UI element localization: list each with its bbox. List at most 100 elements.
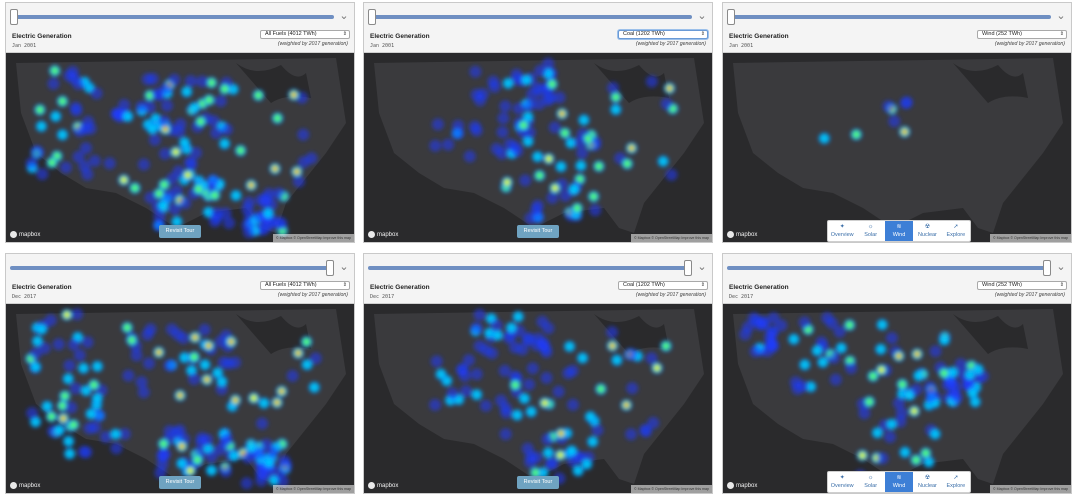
slider-track[interactable]	[368, 266, 692, 270]
heat-spot	[626, 382, 639, 395]
heat-spot	[196, 75, 209, 88]
heat-spot	[897, 354, 901, 358]
fuel-select[interactable]: Wind (252 TWh) ⇕	[977, 30, 1067, 39]
mapbox-logo[interactable]: mapbox	[727, 482, 757, 489]
heat-spot	[903, 130, 907, 134]
heat-spot	[940, 369, 948, 377]
tour-nav: ✦ Overview ☼ Solar ≋ Wind ☢ Nuclear ➚ Explor…	[827, 471, 971, 493]
chevron-down-icon[interactable]: ⌄	[697, 261, 707, 273]
mapbox-logo[interactable]: mapbox	[727, 231, 757, 238]
map-attribution[interactable]: © Mapbox © OpenStreetMap Improve this ma…	[272, 485, 354, 493]
heatmap-map[interactable]	[6, 3, 355, 243]
mapbox-icon	[727, 482, 734, 489]
time-slider[interactable]	[368, 8, 692, 26]
tour-item-solar[interactable]: ☼ Solar	[856, 221, 884, 241]
slider-track[interactable]	[727, 15, 1051, 19]
chevron-down-icon[interactable]: ⌄	[697, 10, 707, 22]
time-slider[interactable]	[368, 259, 692, 277]
heat-spot	[513, 311, 524, 322]
heat-spot	[273, 167, 277, 171]
heat-spot	[50, 111, 61, 122]
slider-handle[interactable]	[1043, 260, 1051, 276]
fuel-select[interactable]: Wind (252 TWh) ⇕	[977, 281, 1067, 290]
heat-spot	[110, 107, 123, 120]
select-arrows-icon: ⇕	[1059, 282, 1064, 288]
time-slider[interactable]	[727, 8, 1051, 26]
heatmap-map[interactable]	[723, 3, 1072, 243]
heat-spot	[297, 128, 310, 141]
map-attribution[interactable]: © Mapbox © OpenStreetMap Improve this ma…	[272, 234, 354, 242]
fuel-select[interactable]: All Fuels (4012 TWh) ⇕	[260, 30, 350, 39]
heat-spot	[80, 142, 92, 155]
heat-spot	[624, 403, 628, 407]
mapbox-icon	[368, 231, 375, 238]
tour-nav: ✦ Overview ☼ Solar ≋ Wind ☢ Nuclear ➚ Explor…	[827, 220, 971, 242]
chevron-down-icon[interactable]: ⌄	[339, 10, 349, 22]
control-panel: ⌄ Electric Generation Dec 2017 Wind (252…	[723, 254, 1071, 304]
tour-item-wind[interactable]: ≋ Wind	[884, 221, 914, 241]
tour-item-overview[interactable]: ✦ Overview	[828, 221, 856, 241]
heat-spot	[158, 200, 168, 211]
fuel-select[interactable]: Coal (1202 TWh) ⇕	[618, 281, 708, 290]
heatmap-map[interactable]	[364, 3, 713, 243]
mapbox-logo[interactable]: mapbox	[368, 482, 398, 489]
fuel-select[interactable]: Coal (1202 TWh) ⇕	[618, 30, 708, 39]
slider-handle[interactable]	[326, 260, 334, 276]
slider-handle[interactable]	[684, 260, 692, 276]
revisit-tour-button[interactable]: Revisit Tour	[159, 225, 201, 238]
mapbox-logo[interactable]: mapbox	[368, 231, 398, 238]
tour-item-explore[interactable]: ➚ Explore	[942, 472, 970, 492]
map-attribution[interactable]: © Mapbox © OpenStreetMap Improve this ma…	[630, 485, 712, 493]
heat-spot	[523, 378, 536, 391]
map-attribution[interactable]: © Mapbox © OpenStreetMap Improve this ma…	[989, 234, 1071, 242]
heatmap-map[interactable]	[6, 254, 355, 494]
tour-item-label: Nuclear	[917, 483, 937, 489]
mapbox-logo[interactable]: mapbox	[10, 482, 40, 489]
chevron-down-icon[interactable]: ⌄	[339, 261, 349, 273]
time-slider[interactable]	[10, 8, 334, 26]
tour-item-nuclear[interactable]: ☢ Nuclear	[913, 472, 941, 492]
heat-spot	[872, 427, 883, 438]
slider-track[interactable]	[727, 266, 1051, 270]
slider-track[interactable]	[10, 266, 334, 270]
heat-spot	[429, 139, 442, 152]
heat-spot	[557, 452, 564, 458]
heat-spot	[499, 428, 512, 441]
slider-track[interactable]	[368, 15, 692, 19]
heat-spot	[163, 127, 167, 131]
tour-item-overview[interactable]: ✦ Overview	[828, 472, 856, 492]
heat-spot	[798, 316, 811, 329]
time-slider[interactable]	[10, 259, 334, 277]
heat-spot	[456, 363, 469, 376]
heat-spot	[123, 323, 131, 332]
heat-spot	[26, 407, 39, 420]
time-slider[interactable]	[727, 259, 1051, 277]
chevron-down-icon[interactable]: ⌄	[1056, 261, 1066, 273]
heat-spot	[488, 80, 501, 93]
heatmap-map[interactable]	[723, 254, 1072, 494]
heat-spot	[647, 416, 660, 429]
heatmap-map[interactable]	[364, 254, 713, 494]
chevron-down-icon[interactable]: ⌄	[1056, 10, 1066, 22]
tour-item-wind[interactable]: ≋ Wind	[884, 472, 914, 492]
heat-spot	[176, 458, 187, 469]
fuel-select[interactable]: All Fuels (4012 TWh) ⇕	[260, 281, 350, 290]
map-attribution[interactable]: © Mapbox © OpenStreetMap Improve this ma…	[630, 234, 712, 242]
revisit-tour-button[interactable]: Revisit Tour	[517, 476, 559, 489]
slider-handle[interactable]	[10, 9, 18, 25]
heat-spot	[923, 457, 934, 467]
map-attribution[interactable]: © Mapbox © OpenStreetMap Improve this ma…	[989, 485, 1071, 493]
slider-track[interactable]	[10, 15, 334, 19]
tour-item-explore[interactable]: ➚ Explore	[942, 221, 970, 241]
revisit-tour-button[interactable]: Revisit Tour	[517, 225, 559, 238]
weight-note: (weighted by 2017 generation)	[994, 41, 1065, 47]
tour-item-solar[interactable]: ☼ Solar	[856, 472, 884, 492]
heat-spot	[845, 321, 854, 329]
mapbox-logo[interactable]: mapbox	[10, 231, 40, 238]
mapbox-label: mapbox	[19, 231, 41, 238]
slider-handle[interactable]	[368, 9, 376, 25]
revisit-tour-button[interactable]: Revisit Tour	[159, 476, 201, 489]
heat-spot	[898, 380, 907, 389]
slider-handle[interactable]	[727, 9, 735, 25]
tour-item-nuclear[interactable]: ☢ Nuclear	[913, 221, 941, 241]
